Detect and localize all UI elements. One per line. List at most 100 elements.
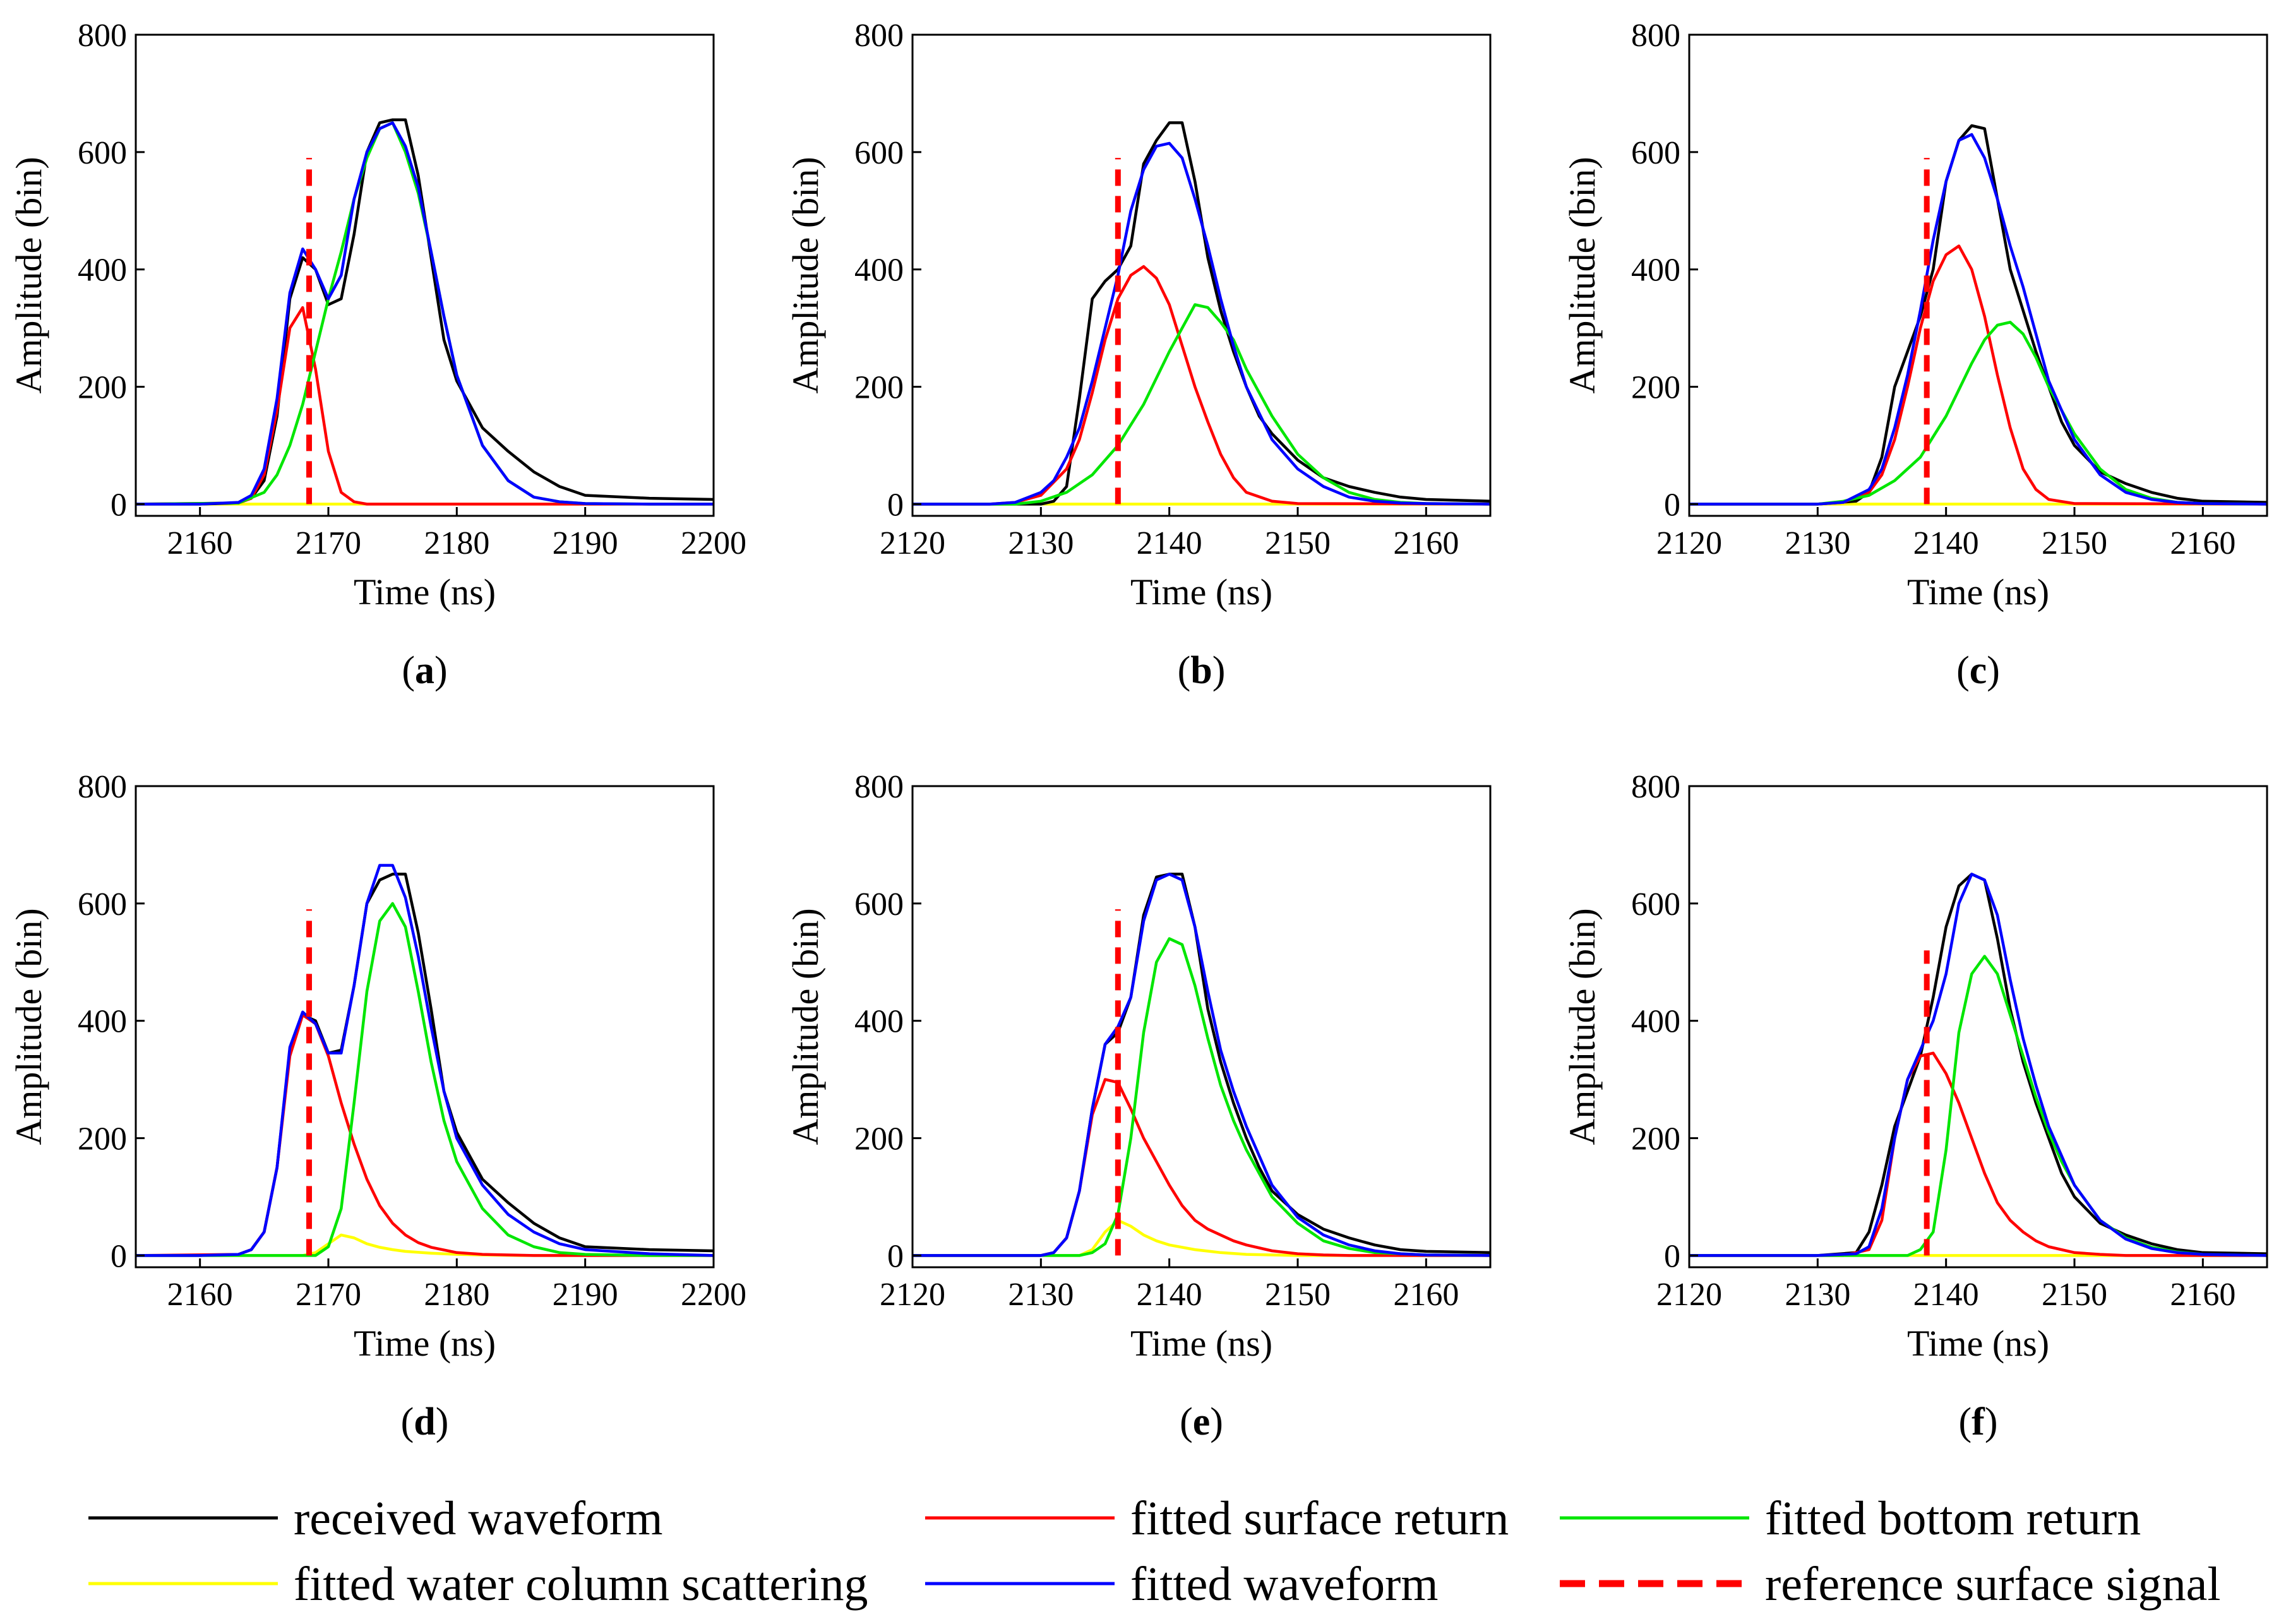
received-line-b — [913, 121, 1490, 506]
chart-panel-e: 2120 2130 2140 2150 2160 0 200 400 600 800 Time (n… — [785, 769, 1492, 1443]
y-tick-label: 200 — [78, 370, 127, 406]
x-tick-label: 2170 — [296, 525, 361, 561]
x-axis-label: Time (ns) — [1130, 1323, 1272, 1364]
panel-caption: (a) — [402, 649, 447, 692]
received-line-d — [136, 873, 714, 1257]
x-axis-label: Time (ns) — [1130, 571, 1272, 612]
y-axis-label: Amplitude (bin) — [785, 157, 826, 393]
x-tick-label: 2150 — [1265, 525, 1331, 561]
y-axis-label: Amplitude (bin) — [8, 908, 49, 1145]
legend-label-fitted: fitted waveform — [1130, 1558, 1438, 1611]
chart-panel-b: 2120 2130 2140 2150 2160 0 200 400 600 800 Time (n… — [785, 18, 1492, 692]
legend-label-received: received waveform — [294, 1492, 662, 1545]
panel-caption: (f) — [1959, 1400, 1998, 1443]
x-tick-label: 2140 — [1137, 525, 1202, 561]
x-tick-label: 2140 — [1913, 1277, 1979, 1313]
y-tick-label: 0 — [887, 487, 904, 523]
y-tick-label: 400 — [1631, 253, 1680, 289]
x-tick-label: 2190 — [553, 1277, 618, 1313]
y-tick-label: 0 — [1664, 487, 1680, 523]
fitted-line-e — [913, 873, 1490, 1257]
x-tick-label: 2150 — [2042, 1277, 2107, 1313]
series-group-a — [136, 118, 714, 506]
x-tick-label: 2150 — [2042, 525, 2107, 561]
received-line-e — [913, 873, 1490, 1257]
bottom-line-a — [136, 121, 714, 506]
x-tick-label: 2120 — [1656, 525, 1722, 561]
y-tick-label: 200 — [1631, 370, 1680, 406]
fitted-line-d — [136, 864, 714, 1257]
y-tick-label: 0 — [887, 1238, 904, 1274]
x-tick-label: 2130 — [1785, 1277, 1850, 1313]
x-axis-label: Time (ns) — [354, 571, 496, 612]
y-tick-label: 800 — [78, 18, 127, 54]
x-tick-label: 2120 — [880, 525, 945, 561]
x-axis-label: Time (ns) — [354, 1323, 496, 1364]
axes-frame-f — [1688, 785, 2268, 1269]
y-tick-label: 200 — [854, 370, 904, 406]
legend: received waveform fitted surface return fi… — [88, 1492, 2221, 1611]
x-tick-label: 2160 — [1393, 1277, 1459, 1313]
y-axis-label: Amplitude (bin) — [1562, 157, 1603, 393]
panel-caption: (d) — [401, 1400, 449, 1443]
bottom-line-b — [913, 303, 1490, 506]
x-tick-label: 2140 — [1137, 1277, 1202, 1313]
y-tick-label: 0 — [111, 487, 127, 523]
axes-frame-a — [135, 33, 715, 517]
legend-item-bottom: fitted bottom return — [1560, 1492, 2141, 1545]
x-tick-label: 2170 — [296, 1277, 361, 1313]
y-tick-label: 800 — [1631, 769, 1680, 805]
chart-panel-c: 2120 2130 2140 2150 2160 0 200 400 600 800 Time (n… — [1562, 18, 2268, 692]
x-tick-label: 2140 — [1913, 525, 1979, 561]
chart-panel-f: 2120 2130 2140 2150 2160 0 200 400 600 800 Time (n… — [1562, 769, 2268, 1443]
panel-caption: (b) — [1178, 649, 1226, 692]
series-group-e — [913, 873, 1490, 1257]
x-tick-label: 2120 — [1656, 1277, 1722, 1313]
legend-item-surface: fitted surface return — [925, 1492, 1509, 1545]
x-tick-label: 2130 — [1008, 1277, 1074, 1313]
x-tick-label: 2180 — [424, 525, 489, 561]
received-line-a — [136, 118, 714, 506]
y-tick-label: 600 — [854, 135, 904, 171]
y-tick-label: 400 — [1631, 1004, 1680, 1040]
x-tick-label: 2200 — [681, 525, 746, 561]
chart-panels: 2160 2170 2180 2190 2200 0 200 400 600 800 Time (n… — [8, 18, 2268, 1443]
axes-frame-e — [911, 785, 1492, 1269]
x-axis-label: Time (ns) — [1907, 1323, 2049, 1364]
x-tick-label: 2160 — [2170, 525, 2235, 561]
surface-line-e — [913, 1078, 1490, 1257]
x-tick-label: 2130 — [1785, 525, 1850, 561]
axes-frame-b — [911, 33, 1492, 517]
x-tick-label: 2160 — [167, 525, 233, 561]
legend-label-water: fitted water column scattering — [294, 1558, 868, 1611]
y-tick-label: 800 — [854, 769, 904, 805]
axes-frame-d — [135, 785, 715, 1269]
bottom-line-e — [913, 937, 1490, 1257]
bottom-line-f — [1689, 955, 2267, 1257]
surface-line-d — [136, 1013, 714, 1257]
bottom-line-d — [136, 902, 714, 1257]
y-tick-label: 200 — [1631, 1121, 1680, 1157]
chart-panel-a: 2160 2170 2180 2190 2200 0 200 400 600 800 Time (n… — [8, 18, 746, 692]
series-group-d — [136, 864, 714, 1257]
series-group-f — [1689, 873, 2267, 1257]
series-group-b — [913, 121, 1490, 506]
x-tick-label: 2160 — [1393, 525, 1459, 561]
y-tick-label: 400 — [854, 1004, 904, 1040]
axes-frame-c — [1688, 33, 2268, 517]
y-axis-label: Amplitude (bin) — [785, 908, 826, 1145]
y-tick-label: 600 — [1631, 135, 1680, 171]
y-tick-label: 600 — [854, 887, 904, 922]
legend-item-fitted: fitted waveform — [925, 1558, 1438, 1611]
fitted-line-a — [136, 121, 714, 506]
y-axis-label: Amplitude (bin) — [8, 157, 49, 393]
y-tick-label: 0 — [1664, 1238, 1680, 1274]
surface-line-c — [1689, 244, 2267, 506]
fitted-line-c — [1689, 133, 2267, 506]
y-tick-label: 200 — [854, 1121, 904, 1157]
x-tick-label: 2130 — [1008, 525, 1074, 561]
legend-label-reference: reference surface signal — [1765, 1558, 2221, 1611]
x-tick-label: 2190 — [553, 525, 618, 561]
y-tick-label: 800 — [854, 18, 904, 54]
